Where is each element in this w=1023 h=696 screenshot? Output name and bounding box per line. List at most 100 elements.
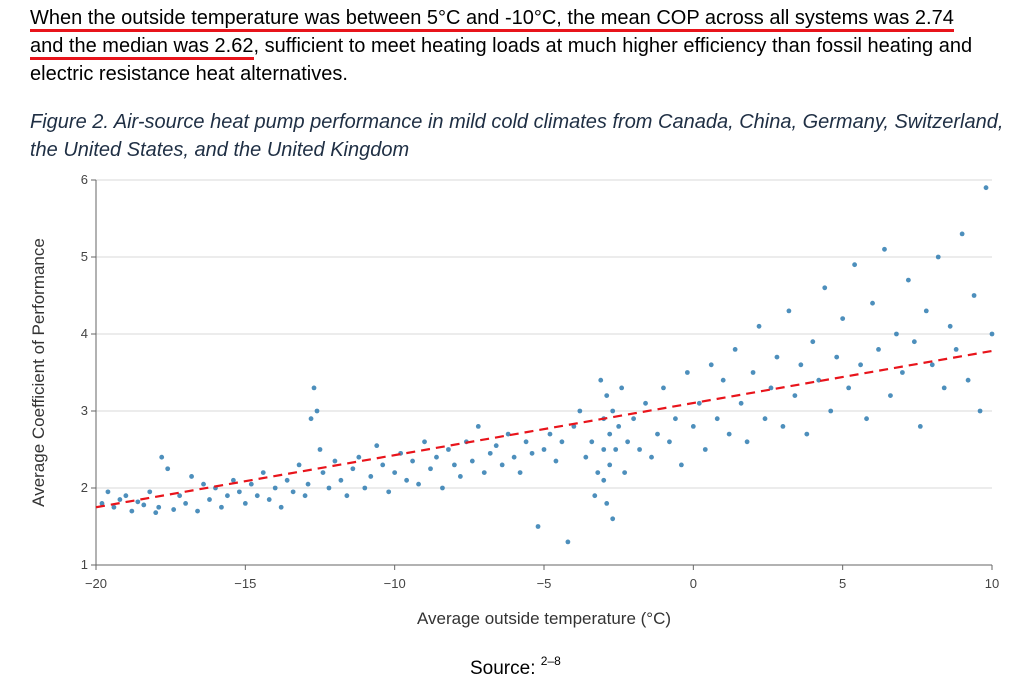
data-point: [708, 362, 714, 368]
y-tick-label: 5: [81, 249, 88, 264]
data-point: [888, 393, 893, 398]
data-point: [105, 489, 111, 495]
data-point: [523, 439, 529, 445]
data-point: [374, 443, 380, 449]
data-point: [607, 462, 613, 468]
data-point: [643, 400, 648, 406]
data-point: [278, 504, 284, 510]
y-tick-label: 1: [81, 557, 88, 572]
data-point: [380, 462, 386, 468]
data-point: [248, 481, 254, 487]
data-point: [404, 477, 410, 483]
data-point: [959, 231, 965, 237]
data-point: [123, 493, 129, 499]
data-point: [667, 439, 672, 445]
data-point: [440, 485, 445, 491]
data-point: [344, 493, 350, 499]
data-point: [99, 501, 105, 506]
data-point: [977, 408, 983, 414]
x-tick-label: 5: [839, 576, 846, 591]
data-point: [822, 285, 828, 291]
data-point: [254, 493, 260, 499]
data-point: [631, 416, 636, 422]
data-point: [864, 416, 869, 422]
data-point: [876, 347, 881, 352]
data-point: [900, 370, 905, 375]
data-point: [129, 508, 135, 514]
data-point: [780, 424, 786, 429]
data-point: [786, 308, 792, 314]
data-point: [894, 331, 899, 337]
data-point: [756, 323, 762, 329]
x-axis-label: Average outside temperature (°C): [417, 609, 671, 628]
body-paragraph: When the outside temperature was between…: [30, 4, 1005, 88]
data-point: [311, 385, 317, 391]
data-point: [332, 458, 338, 464]
data-point: [577, 408, 583, 414]
data-point: [774, 354, 780, 360]
data-point: [852, 262, 858, 268]
source-note: Source: 2–8: [470, 654, 561, 680]
data-point: [953, 347, 959, 352]
data-point: [416, 481, 421, 487]
data-point: [159, 454, 165, 460]
data-point: [720, 377, 726, 383]
data-point: [183, 501, 189, 506]
data-point: [446, 447, 451, 452]
data-point: [452, 462, 457, 468]
data-point: [625, 439, 631, 445]
data-point: [941, 385, 947, 391]
data-point: [732, 347, 738, 352]
data-point: [726, 431, 732, 437]
data-point: [935, 254, 941, 260]
data-point: [529, 450, 535, 456]
data-point: [338, 477, 344, 483]
data-point: [428, 466, 433, 472]
data-point: [236, 489, 242, 495]
data-point: [225, 493, 230, 499]
x-tick-label: −10: [384, 576, 406, 591]
data-point: [475, 424, 481, 429]
data-point: [655, 431, 660, 437]
data-point: [738, 400, 744, 406]
data-point: [177, 493, 183, 499]
data-point: [242, 501, 248, 506]
data-point: [619, 385, 625, 391]
data-point: [493, 443, 499, 449]
data-point: [541, 447, 547, 452]
y-tick-label: 3: [81, 403, 88, 418]
data-point: [487, 450, 493, 456]
data-point: [929, 362, 935, 368]
data-point: [481, 470, 487, 475]
data-point: [386, 489, 392, 495]
data-point: [610, 516, 616, 522]
data-point: [499, 462, 505, 468]
y-tick-label: 4: [81, 326, 88, 341]
data-point: [971, 293, 977, 298]
highlighted-text-1: When the outside temperature was between…: [30, 7, 954, 32]
data-point: [637, 447, 642, 452]
x-tick-label: 10: [985, 576, 999, 591]
figure-caption: Figure 2. Air-source heat pump performan…: [30, 111, 1004, 161]
data-point: [147, 489, 153, 495]
data-point: [135, 499, 141, 505]
data-point: [678, 462, 684, 468]
data-point: [690, 424, 696, 429]
data-point: [610, 408, 616, 414]
data-point: [392, 470, 398, 475]
data-point: [583, 454, 589, 460]
data-point: [368, 474, 374, 479]
data-point: [673, 416, 678, 422]
data-point: [434, 454, 439, 460]
data-point: [320, 470, 326, 475]
data-point: [917, 424, 923, 429]
data-point: [601, 447, 607, 452]
data-point: [601, 477, 607, 483]
data-point: [350, 466, 356, 472]
data-point: [965, 377, 971, 383]
data-point: [296, 462, 302, 468]
x-tick-label: −15: [234, 576, 256, 591]
data-point: [923, 308, 929, 314]
data-point: [302, 493, 308, 499]
data-point: [798, 362, 804, 368]
